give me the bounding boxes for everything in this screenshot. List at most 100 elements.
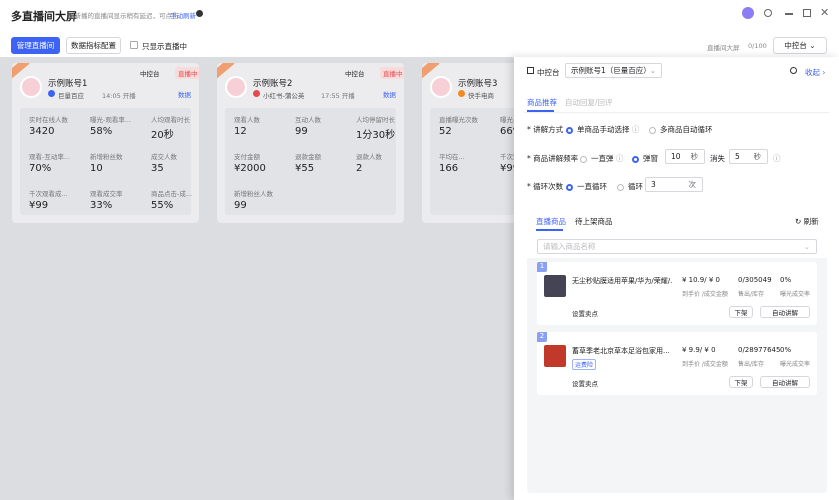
metric-label: 直播曝光次数 [439, 116, 478, 124]
auto-explain-button[interactable]: 自动讲解 [760, 306, 810, 318]
radio-option[interactable]: 弹窗 [632, 153, 658, 164]
metric-value: 12 [234, 126, 247, 137]
refresh-button[interactable]: ↻ 刷新 [795, 217, 819, 226]
metric-label: 实时在线人数 [29, 116, 68, 124]
radio-option[interactable]: 一直弹 ⓘ [580, 153, 623, 164]
divider [524, 112, 829, 113]
metric-label: 人均停留时长 [356, 116, 395, 124]
unit: 秒 [753, 152, 762, 161]
metric-value: 66% [500, 126, 523, 137]
selling-point[interactable]: 设置卖点 [572, 310, 598, 318]
auto-explain-button[interactable]: 自动讲解 [760, 376, 810, 388]
metrics-config-button[interactable]: 数据指标配置 [66, 37, 121, 54]
help-icon[interactable]: ⓘ [773, 154, 781, 163]
radio-option[interactable]: 一直循环 [566, 181, 607, 192]
platform-icon [458, 90, 465, 97]
start-time: 14:05 开播 [102, 92, 136, 100]
console-link[interactable]: 中控台 [140, 70, 160, 78]
sub-tab[interactable]: 待上架商品 [575, 217, 613, 226]
sub-tab-active[interactable]: 直播商品 [536, 217, 566, 226]
sales-label: 售出/库存 [738, 291, 765, 298]
metric-label: 新增粉丝数 [90, 153, 123, 161]
product-card: 1 无尘秒贴膜适用苹果/华为/荣耀/... ¥ 10.9/ ¥ 0 到手价 /成交金额… [537, 262, 817, 325]
metric-label: 互动人数 [295, 116, 321, 124]
dark-mode-icon[interactable] [764, 9, 772, 17]
account-card: 示例账号1 巨量百应 14:05 开播 中控台 直播中 数据 实时在线人数 3420 曝光-观看… [12, 63, 199, 223]
metric-label: 退款人数 [356, 153, 382, 161]
sales-label: 售出/库存 [738, 361, 765, 368]
live-only-checkbox[interactable] [130, 41, 138, 49]
metric-label: 曝光-观看率... [90, 116, 132, 124]
metric-label: 支付金额 [234, 153, 260, 161]
form-label: * 循环次数 [527, 182, 564, 191]
live-status: 直播中 [175, 67, 199, 79]
metric-label: 人均观看时长 [151, 116, 190, 124]
radio-text: 循环 [628, 182, 643, 191]
metric-label: 商品点击-成... [151, 190, 193, 198]
panel-icon [527, 67, 534, 74]
account-select[interactable]: 示例账号1（巨量百应） ⌄ [565, 63, 662, 78]
metrics-panel: 实时在线人数 3420 曝光-观看率... 58% 人均观看时长 20秒 观看-互动率...… [20, 108, 192, 215]
theme-icon[interactable] [742, 7, 754, 19]
radio-option[interactable]: 循环 [617, 181, 643, 192]
data-toggle[interactable]: 数据 [178, 91, 191, 99]
account-name: 示例账号3 [458, 79, 498, 89]
loop-label: 循环次数 [533, 182, 564, 191]
platform: 巨量百应 [58, 92, 84, 100]
screen-count: 0/100 [748, 42, 767, 50]
console-button[interactable]: 中控台 ⌄ [773, 37, 827, 54]
rate: 0% [780, 276, 792, 284]
tab-active[interactable]: 商品推荐 [527, 98, 557, 107]
sub-tab-indicator [536, 229, 563, 231]
metric-value: 20秒 [151, 130, 174, 141]
metric-value: 58% [90, 126, 113, 137]
price: ¥ 9.9/ ¥ 0 [682, 346, 716, 354]
metric-value: 166 [439, 163, 459, 174]
off-shelf-button[interactable]: 下架 [729, 376, 753, 388]
selling-point[interactable]: 设置卖点 [572, 380, 598, 388]
refresh-label: 刷新 [803, 217, 819, 226]
metric-label: 观看人数 [234, 116, 260, 124]
metric-value: 3420 [29, 126, 55, 137]
metric-label: 成交人数 [151, 153, 177, 161]
metric-label: 退款金额 [295, 153, 321, 161]
platform: 小红书-蒲公英 [263, 92, 305, 100]
freq-label: 商品讲解频率 [533, 154, 579, 163]
info-icon[interactable] [790, 67, 797, 74]
rate: 0% [780, 346, 792, 354]
account-select-value: 示例账号1（巨量百应） [571, 66, 651, 75]
sales: 0/305049 [738, 276, 772, 284]
collapse-link[interactable]: 收起 › [805, 68, 826, 77]
rate-label: 曝光成交率 [780, 361, 811, 368]
radio-text: 一直弹 [591, 154, 614, 163]
console-link[interactable]: 中控台 [345, 70, 365, 78]
metric-label: 平均在... [439, 153, 465, 161]
refresh-link[interactable]: 手动刷新 [170, 12, 196, 20]
price-label: 到手价 /成交金额 [682, 291, 728, 298]
minimize-icon[interactable] [785, 13, 793, 15]
freq-show-input[interactable]: 10 秒 [665, 149, 705, 164]
account-name: 示例账号2 [253, 79, 293, 89]
data-toggle[interactable]: 数据 [383, 91, 396, 99]
search-input[interactable]: 请输入商品名称 ⌄ [537, 239, 817, 254]
metric-value: 33% [90, 200, 113, 211]
live-status: 直播中 [380, 67, 404, 79]
manage-button[interactable]: 管理直播间 [11, 37, 60, 54]
metric-value: 55% [151, 200, 174, 211]
product-tag: 运费险 [572, 359, 597, 370]
off-shelf-button[interactable]: 下架 [729, 306, 753, 318]
radio-option[interactable]: 单商品手动选择 ⓘ [566, 124, 639, 135]
radio-option[interactable]: 多商品自动循环 [649, 124, 713, 135]
help-icon[interactable] [196, 10, 203, 17]
collapse-label: 收起 [805, 68, 820, 77]
maximize-icon[interactable] [803, 9, 811, 17]
metric-value: 10 [90, 163, 103, 174]
close-icon[interactable]: ✕ [820, 6, 830, 19]
radio-text: 一直循环 [577, 182, 607, 191]
tab[interactable]: 自动回复/回评 [565, 98, 613, 107]
price-label: 到手价 /成交金额 [682, 361, 728, 368]
form-label: * 讲解方式 [527, 125, 564, 134]
